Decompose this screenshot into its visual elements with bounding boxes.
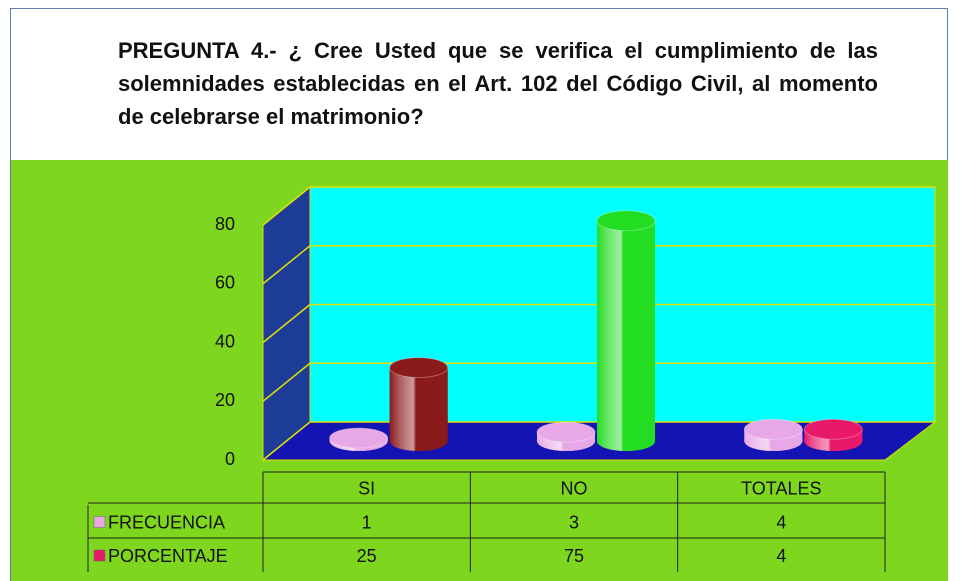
bar [803, 418, 863, 451]
grid-line [262, 186, 935, 226]
chart-title: PREGUNTA 4.- ¿ Cree Usted que se verific… [118, 38, 878, 129]
y-tick-label: 60 [215, 273, 235, 293]
legend-swatch [93, 516, 106, 528]
bar [389, 357, 449, 451]
table-value: 75 [564, 546, 584, 566]
bar [596, 210, 656, 451]
bar [743, 418, 803, 451]
table-value: 1 [362, 512, 372, 532]
table-value: 4 [776, 546, 786, 566]
table-value: 3 [569, 512, 579, 532]
y-tick-label: 40 [215, 331, 235, 351]
y-tick-label: 80 [215, 214, 235, 234]
y-tick-label: 0 [225, 449, 235, 469]
y-tick-label: 20 [215, 390, 235, 410]
table-value: 25 [357, 546, 377, 566]
table-value: 4 [776, 512, 786, 532]
legend-label: FRECUENCIA [108, 512, 225, 532]
legend-swatch [93, 549, 106, 562]
x-tick-label: NO [561, 478, 588, 498]
bar [329, 427, 389, 451]
bar [536, 421, 596, 451]
legend-label: PORCENTAJE [108, 546, 228, 566]
x-tick-label: SI [358, 478, 375, 498]
x-tick-label: TOTALES [741, 478, 821, 498]
